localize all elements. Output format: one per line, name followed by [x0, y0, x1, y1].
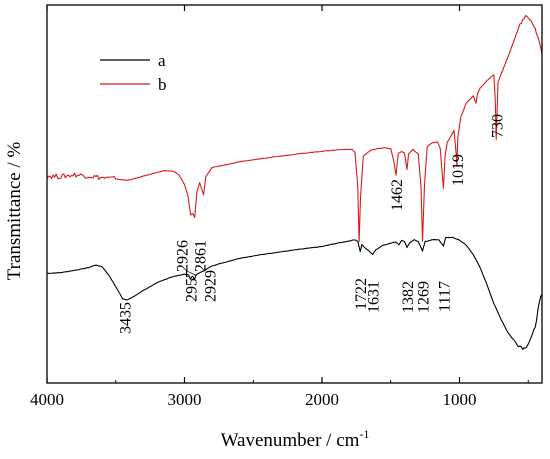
series-layer	[46, 15, 543, 350]
legend-label-a: a	[158, 51, 166, 70]
peak-label: 1462	[389, 179, 406, 211]
peak-label: 2957	[183, 270, 200, 302]
x-tick-label: 2000	[305, 390, 339, 409]
peak-label: 3435	[118, 302, 135, 334]
peak-label: 2861	[193, 240, 210, 272]
peak-label: 1019	[450, 154, 467, 186]
plot-frame	[46, 4, 543, 384]
x-tick-label: 1000	[443, 390, 477, 409]
x-axis-title: Wavenumber / cm-1	[221, 427, 370, 451]
series-line-a	[46, 236, 543, 350]
peak-label: 1382	[400, 281, 417, 313]
x-tick-label: 3000	[168, 390, 202, 409]
peak-label: 2926	[175, 240, 192, 272]
x-axis-ticks: 4000 3000 2000 1000	[30, 5, 529, 409]
peak-label: 1117	[436, 281, 453, 312]
legend-label-b: b	[158, 75, 167, 94]
peak-label: 1631	[366, 281, 383, 313]
peak-label: 1269	[416, 281, 433, 313]
peak-label: 2929	[202, 270, 219, 302]
legend: a b	[100, 51, 167, 94]
peak-label: 1722	[353, 278, 370, 310]
y-axis-title: Transmittance / %	[4, 142, 25, 281]
series-line-b	[46, 15, 543, 243]
x-tick-label: 4000	[30, 390, 64, 409]
peak-label: 730	[490, 114, 507, 138]
